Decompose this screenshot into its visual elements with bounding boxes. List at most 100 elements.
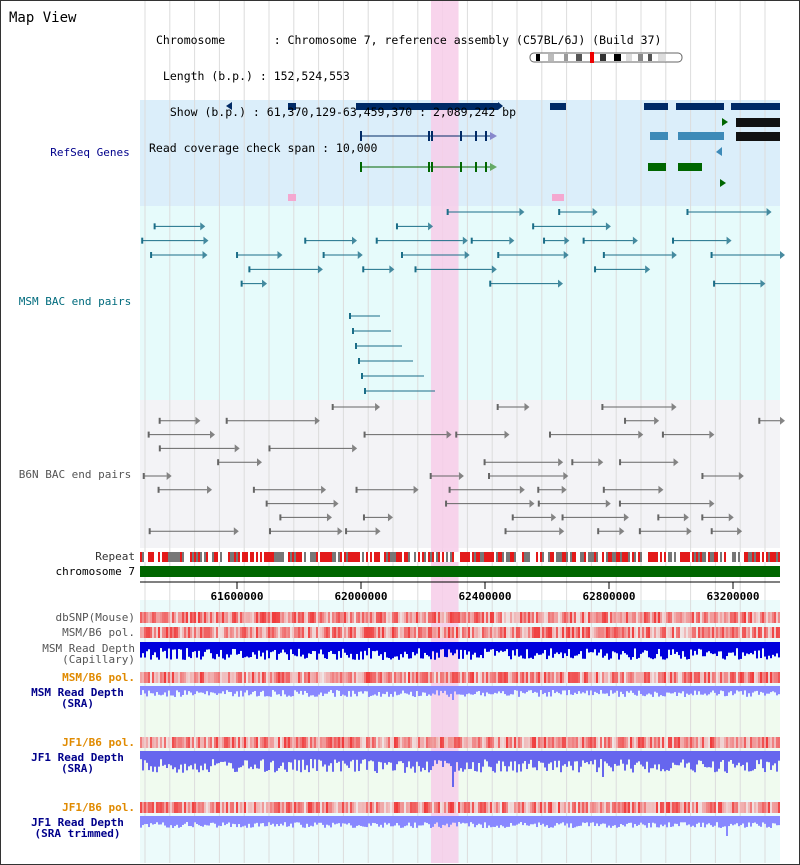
- msm-b6-pol-sra-cell: [578, 672, 580, 683]
- msm-b6-pol-sra-cell: [314, 672, 316, 683]
- jf1-depth-sra-bar: [560, 759, 562, 773]
- msm-b6-pol-sra-cell: [764, 672, 766, 683]
- track-label-msm-depth-capillary[interactable]: MSM Read Depth (Capillary): [42, 642, 135, 666]
- repeat-block: [484, 552, 486, 562]
- exon: [360, 162, 362, 172]
- msm-depth-capillary-bar: [622, 648, 624, 652]
- jf1-b6-pol-trim-cell: [254, 802, 256, 813]
- msm-b6-pol-cell: [370, 627, 372, 638]
- msm-bac-pair-end: [317, 265, 323, 274]
- msm-b6-pol-sra-cell: [590, 672, 592, 683]
- msm-depth-sra-bar: [300, 690, 302, 691]
- ideogram-band: [648, 54, 652, 61]
- msm-b6-pol-sra-cell: [744, 672, 746, 683]
- track-label-jf1-depth-sra[interactable]: JF1 Read Depth (SRA): [31, 751, 124, 775]
- dbsnp-cell: [408, 612, 410, 623]
- msm-depth-sra-bar: [724, 690, 726, 697]
- jf1-b6-pol-trim-cell: [430, 802, 432, 813]
- jf1-depth-sra-bar: [322, 759, 324, 767]
- jf1-depth-sra-bar: [308, 759, 310, 773]
- dbsnp-cell: [382, 612, 384, 623]
- msm-depth-sra-bar: [148, 690, 150, 691]
- msm-bac-pair-end: [322, 252, 325, 258]
- msm-depth-sra-bar: [332, 690, 334, 694]
- msm-depth-capillary-bar: [346, 648, 348, 656]
- jf1-b6-pol-trim-cell: [614, 802, 616, 813]
- jf1-b6-pol-cell: [256, 737, 258, 748]
- dbsnp-cell: [500, 612, 502, 623]
- track-label-msm-b6-pol[interactable]: MSM/B6 pol.: [62, 626, 135, 639]
- msm-b6-pol-sra-cell: [582, 672, 584, 683]
- msm-bac-pair-end: [543, 237, 546, 244]
- jf1-depth-sra-bar: [552, 759, 554, 770]
- msm-depth-capillary-bar: [688, 648, 690, 660]
- msm-depth-sra-bar: [364, 690, 366, 692]
- dbsnp-cell: [380, 612, 382, 623]
- msm-depth-capillary-bar: [242, 648, 244, 658]
- msm-b6-pol-sra-cell: [236, 672, 238, 683]
- dbsnp-cell: [732, 612, 734, 623]
- dbsnp-cell: [434, 612, 436, 623]
- msm-b6-pol-sra-cell: [360, 672, 362, 683]
- gene-block: [678, 132, 724, 140]
- jf1-depth-trimmed-bar: [178, 822, 180, 828]
- msm-depth-capillary-bar: [390, 648, 392, 660]
- jf1-depth-trimmed-bar: [488, 822, 490, 826]
- dbsnp-cell: [144, 612, 146, 623]
- track-label-dbsnp[interactable]: dbSNP(Mouse): [55, 611, 135, 624]
- msm-depth-sra-bar: [288, 690, 290, 696]
- track-label-msm-bac[interactable]: MSM BAC end pairs: [18, 295, 132, 308]
- repeat-block: [208, 552, 210, 562]
- jf1-depth-trimmed-bar: [700, 822, 702, 827]
- dbsnp-cell: [318, 612, 320, 623]
- msm-depth-sra-bar: [274, 690, 276, 692]
- jf1-depth-sra-bar: [658, 759, 660, 765]
- msm-depth-sra-bar: [396, 690, 398, 696]
- msm-depth-sra-bar: [738, 690, 740, 692]
- jf1-depth-sra-spike: [452, 751, 454, 787]
- msm-depth-sra-bar: [694, 690, 696, 691]
- msm-bac-pair-end: [594, 266, 597, 273]
- msm-b6-pol-sra-cell: [322, 672, 324, 683]
- jf1-b6-pol-trim-cell: [432, 802, 434, 813]
- dbsnp-cell: [720, 612, 722, 623]
- track-label-jf1-b6-pol-2[interactable]: JF1/B6 pol.: [62, 801, 135, 814]
- msm-b6-pol-cell: [570, 627, 572, 638]
- track-label-jf1-b6-pol[interactable]: JF1/B6 pol.: [62, 736, 135, 749]
- jf1-depth-trimmed-bar: [328, 822, 330, 826]
- msm-depth-capillary-bar: [560, 648, 562, 653]
- track-label-msm-depth-sra[interactable]: MSM Read Depth (SRA): [31, 686, 124, 710]
- msm-b6-pol-sra-cell: [728, 672, 730, 683]
- msm-b6-pol-sra-cell: [508, 672, 510, 683]
- dbsnp-cell: [302, 612, 304, 623]
- jf1-depth-trimmed-bar: [238, 822, 240, 825]
- repeat-block: [580, 552, 582, 562]
- dbsnp-cell: [510, 612, 512, 623]
- msm-depth-sra-bar: [228, 690, 230, 692]
- msm-depth-sra-bar: [376, 690, 378, 696]
- jf1-depth-sra-bar: [684, 759, 686, 768]
- jf1-depth-sra-bar: [702, 759, 704, 765]
- b6n-bac-pair-end: [158, 417, 161, 424]
- msm-b6-pol-cell: [186, 627, 188, 638]
- jf1-depth-sra-bar: [524, 759, 526, 762]
- msm-b6-pol-cell: [682, 627, 684, 638]
- dbsnp-cell: [734, 612, 736, 623]
- jf1-depth-trimmed-bar: [686, 822, 688, 826]
- msm-depth-capillary-bar: [422, 648, 424, 659]
- track-label-jf1-depth-trimmed[interactable]: JF1 Read Depth (SRA trimmed): [31, 816, 124, 840]
- chromosome-info: Chromosome : Chromosome 7, reference ass…: [156, 33, 662, 47]
- msm-b6-pol-sra-cell: [294, 672, 296, 683]
- msm-b6-pol-sra-cell: [538, 672, 540, 683]
- msm-b6-pol-cell: [152, 627, 154, 638]
- dbsnp-cell: [296, 612, 298, 623]
- track-label-chromosome[interactable]: chromosome 7: [55, 565, 135, 578]
- jf1-b6-pol-trim-cell: [556, 802, 558, 813]
- track-label-b6n-bac[interactable]: B6N BAC end pairs: [18, 468, 132, 481]
- track-label-msm-b6-pol-2[interactable]: MSM/B6 pol.: [62, 671, 135, 684]
- repeat-block: [346, 552, 348, 562]
- track-label-refseq[interactable]: RefSeq Genes: [50, 146, 130, 159]
- jf1-b6-pol-cell: [770, 737, 772, 748]
- track-label-repeat[interactable]: Repeat: [95, 550, 135, 563]
